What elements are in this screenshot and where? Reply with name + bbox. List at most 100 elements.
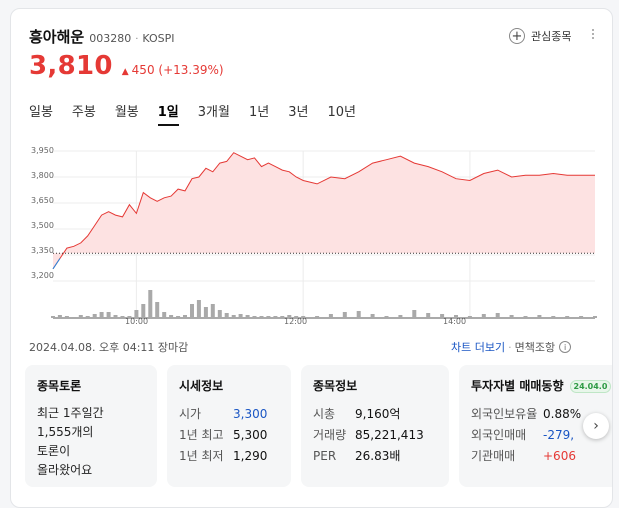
volume-bar [370,314,375,318]
volume-bar [328,314,333,318]
volume-bar [426,313,431,318]
volume-bar [565,316,570,318]
quote-key: 1년 최고 [179,428,224,442]
disclaimer-link[interactable]: 면책조항 [514,341,556,354]
tab-monthly[interactable]: 월봉 [114,105,139,120]
volume-bar [162,312,167,318]
discussion-line: 올라왔어요 [37,463,93,477]
x-tick-label: 14:00 [443,317,467,326]
investor-title: 투자자별 매매동향 24.04.0 [471,377,612,394]
info-row: PER 26.83배 [313,446,437,467]
investor-row: 외국인매매 -279, [471,425,607,446]
discussion-line: 1,555개의 [37,425,94,439]
investor-row: 외국인보유율 0.88% [471,404,607,425]
quote-value: 5,300 [233,428,268,442]
volume-bar [51,316,55,318]
price-area [53,152,595,269]
volume-bar [440,314,445,318]
volume-bar [113,315,118,318]
investor-row: 기관매매 +606 [471,446,607,467]
quote-title: 시세정보 [179,379,224,393]
volume-bar [203,307,208,318]
discussion-title: 종목토론 [37,379,82,393]
volume-bar [280,316,285,318]
market-status: 장마감 [157,341,189,354]
quote-box[interactable]: 시세정보 시가 3,300 1년 최고 5,300 1년 최저 1,290 [167,365,291,487]
info-row: 거래량 85,221,413 [313,425,437,446]
tab-daily[interactable]: 일봉 [29,105,53,120]
tab-10year[interactable]: 10년 [327,105,356,120]
quote-key: 1년 최저 [179,449,224,463]
intraday-chart[interactable] [11,139,613,319]
volume-bar [134,310,139,318]
tab-1day[interactable]: 1일 [157,101,179,126]
below-prev-close-line [52,258,61,270]
info-key: PER [313,449,337,463]
tab-3month[interactable]: 3개월 [197,105,230,120]
volume-bar [523,316,528,318]
volume-bar [127,316,132,318]
tab-3year[interactable]: 3년 [288,105,309,120]
timestamp: 2024.04.08. 오후 04:11 장마감 [29,339,188,355]
volume-bar [210,304,215,318]
quote-row: 시가 3,300 [179,404,279,425]
info-title: 종목정보 [313,379,358,393]
volume-bar [176,316,181,318]
stock-code: 003280 [89,32,132,45]
volume-bar [64,316,69,318]
investor-value: -279, [543,428,575,442]
y-tick-label: 3,950 [31,146,54,155]
chart-links: 차트 더보기 · 면책조항 i [451,339,572,355]
volume-bars [51,290,597,318]
favorite-label: 관심종목 [531,30,572,43]
volume-bar [454,315,458,318]
volume-bar [273,316,278,318]
current-price: 3,810 [29,51,113,81]
info-icon[interactable]: i [559,341,572,353]
period-tabs: 일봉 주봉 월봉 1일 3개월 1년 3년 10년 [29,101,375,126]
quote-row: 1년 최고 5,300 [179,425,279,446]
tab-weekly[interactable]: 주봉 [71,105,96,120]
stock-market: KOSPI [142,32,175,45]
info-key: 거래량 [313,428,347,442]
volume-bar [224,313,229,318]
volume-bar [509,315,514,318]
stock-header: 흥아해운 003280 · KOSPI [29,26,175,48]
volume-bar [183,315,187,318]
more-options-icon[interactable] [591,27,595,41]
volume-bar [238,314,243,318]
favorite-button[interactable]: + 관심종목 [509,28,571,44]
separator-dot: · [508,340,512,354]
separator-dot: · [135,34,139,45]
discussion-box[interactable]: 종목토론 최근 1주일간 1,555개의 토론이 올라왔어요 [25,365,157,487]
price-line [52,152,595,270]
info-box[interactable]: 종목정보 시총 9,160억 거래량 85,221,413 PER 26.83배 [301,365,449,487]
next-arrow-button[interactable]: › [583,413,609,439]
stock-name[interactable]: 흥아해운 [29,28,85,46]
chart-more-link[interactable]: 차트 더보기 [451,341,506,354]
volume-bar [85,316,90,318]
volume-bar [301,316,306,318]
info-key: 시총 [313,407,336,421]
volume-bar [593,316,597,318]
volume-bar [398,315,403,318]
volume-bar [120,316,125,318]
info-value: 26.83배 [355,449,401,463]
volume-bar [57,315,62,318]
y-tick-label: 3,650 [31,196,54,205]
volume-bar [579,316,584,318]
discussion-line: 토론이 [37,444,71,458]
discussion-text: 최근 1주일간 1,555개의 토론이 올라왔어요 [37,404,145,480]
y-tick-label: 3,800 [31,171,54,180]
date-badge: 24.04.0 [569,380,612,393]
quote-key: 시가 [179,407,202,421]
investor-key: 외국인매매 [471,428,527,442]
volume-bar [481,314,486,318]
volume-bar [71,317,76,318]
volume-bar [92,314,97,318]
quote-row: 1년 최저 1,290 [179,446,279,467]
volume-bar [252,316,257,318]
volume-bar [294,316,299,318]
tab-1year[interactable]: 1년 [248,105,270,120]
volume-bar [155,302,160,318]
